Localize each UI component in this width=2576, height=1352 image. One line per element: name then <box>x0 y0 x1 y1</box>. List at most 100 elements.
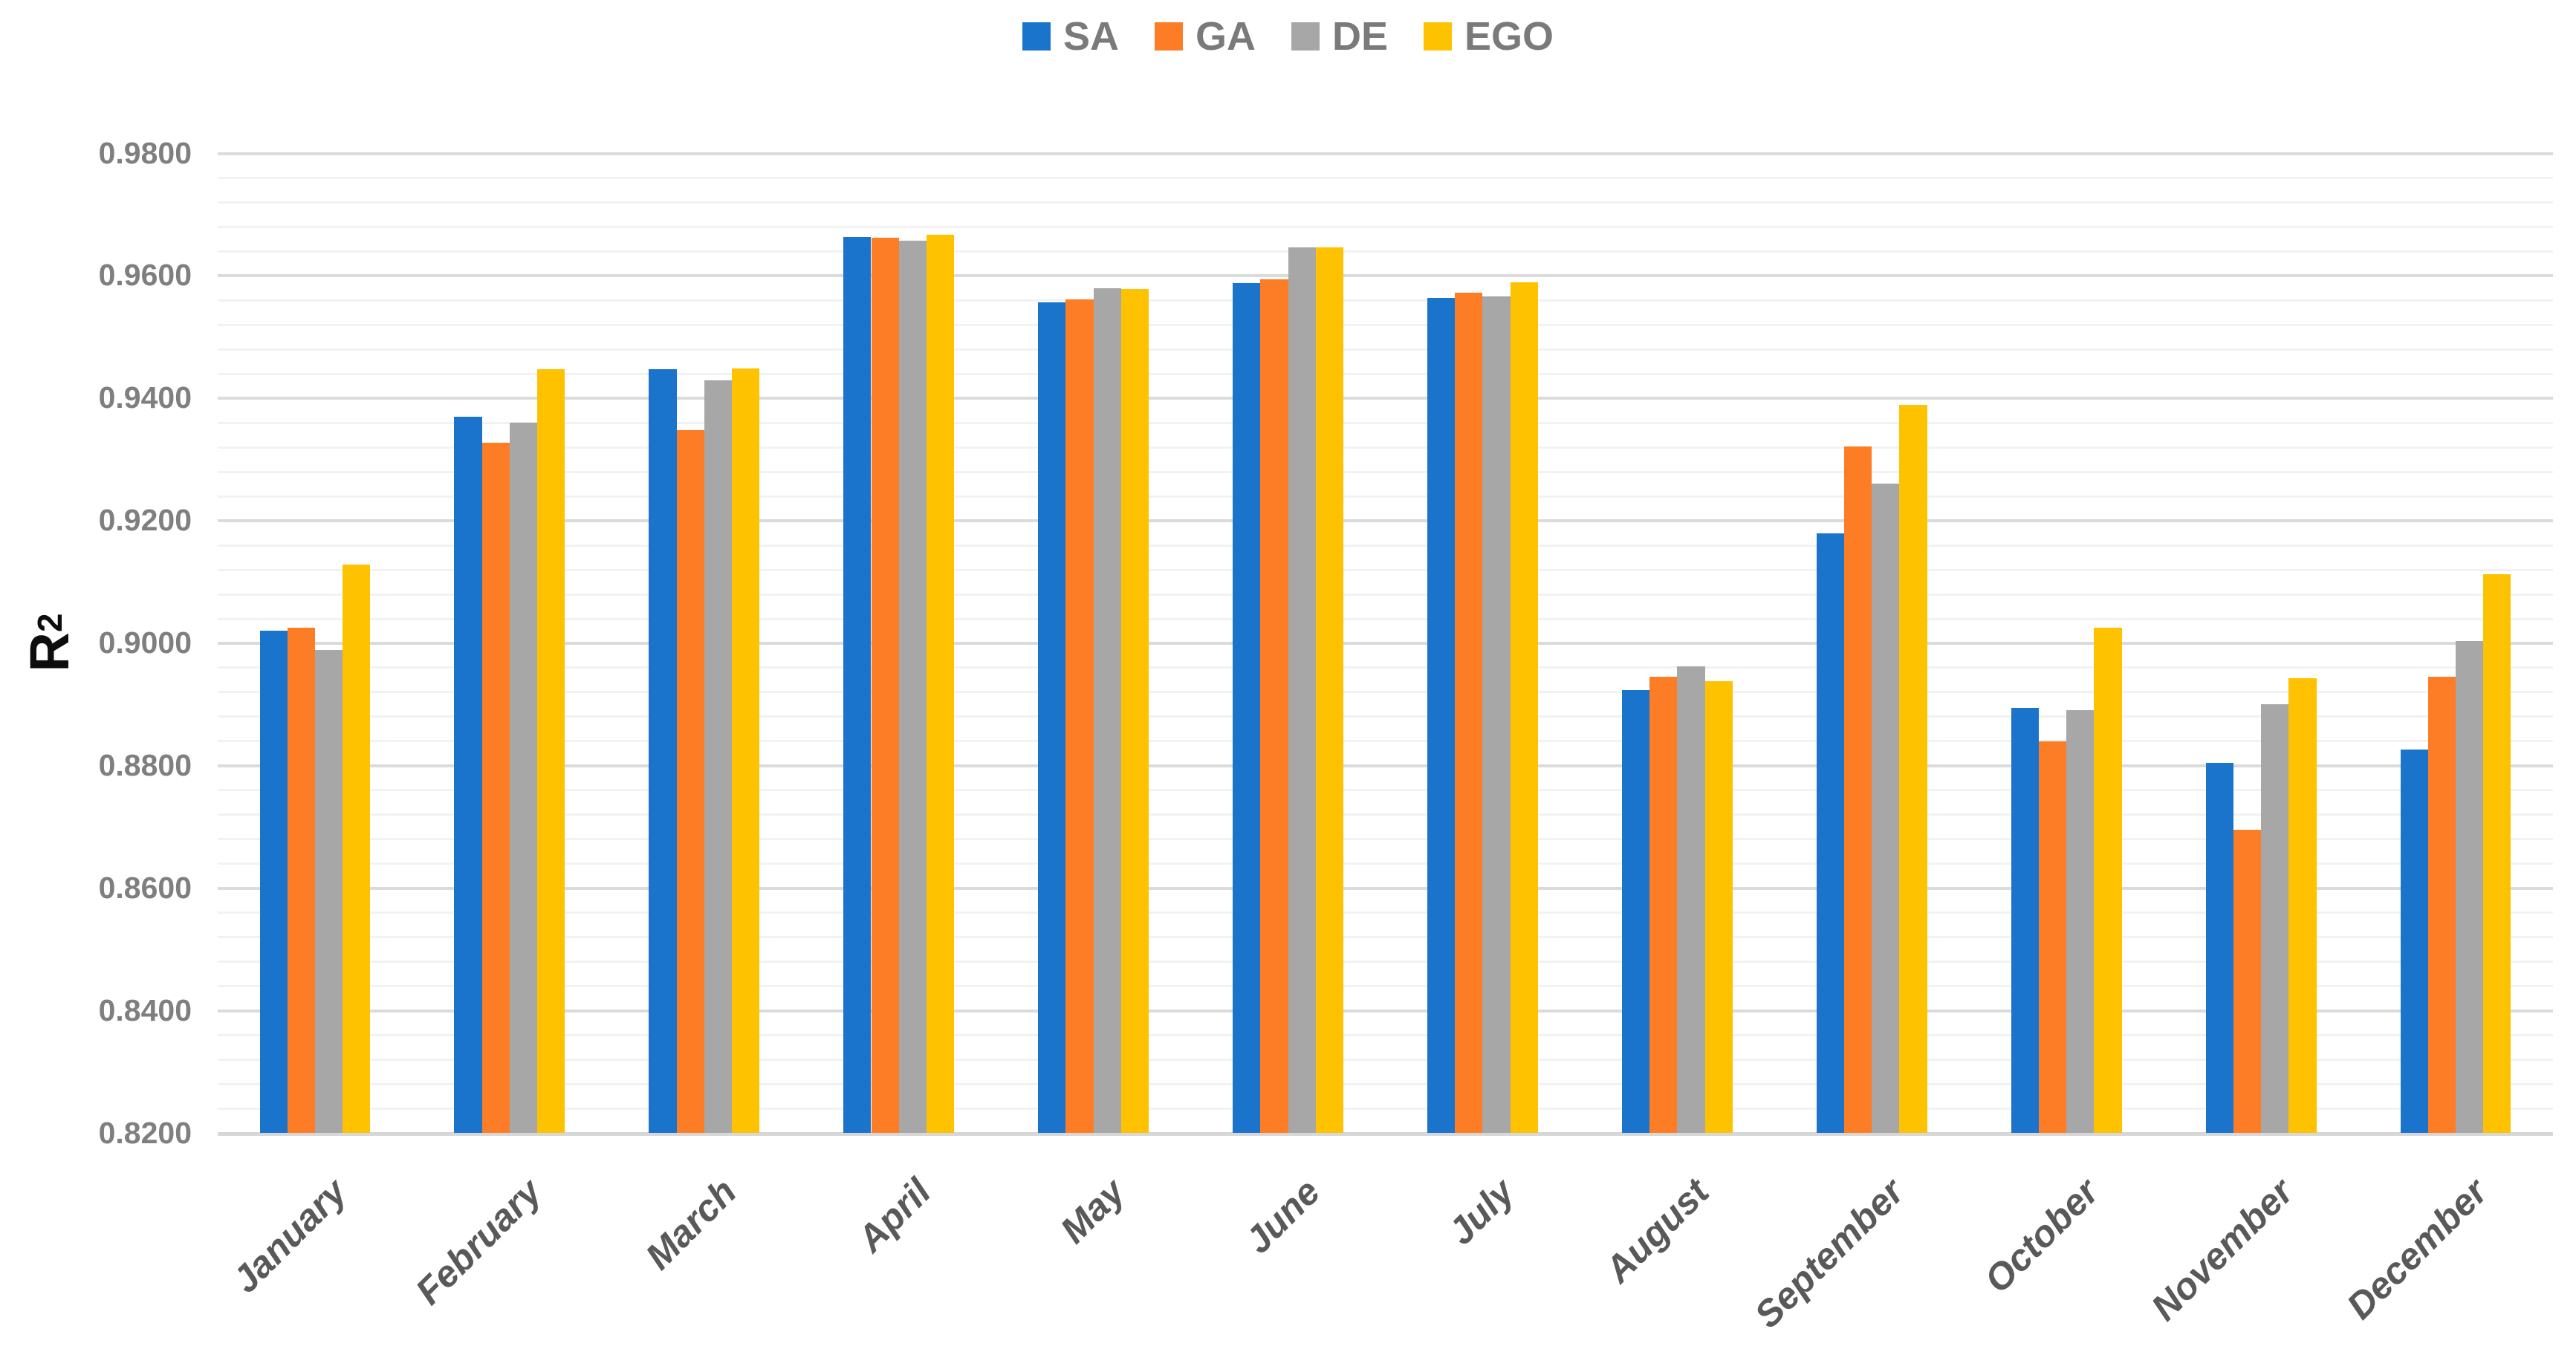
bar-ego-january <box>343 564 371 1134</box>
y-tick-0.9400: 0.9400 <box>98 380 192 415</box>
minor-gridline-0.9360 <box>218 421 2553 424</box>
minor-gridline-0.9640 <box>218 250 2553 253</box>
x-label-may: May <box>1052 1170 1134 1251</box>
minor-gridline-0.8880 <box>218 715 2553 718</box>
bar-sa-march <box>649 368 677 1134</box>
y-tick-0.8400: 0.8400 <box>98 992 192 1027</box>
y-tick-0.8800: 0.8800 <box>98 747 192 782</box>
x-label-february: February <box>407 1170 550 1313</box>
bar-ego-april <box>926 235 955 1134</box>
bar-de-july <box>1482 296 1511 1134</box>
x-label-april: April <box>849 1170 939 1260</box>
bar-sa-september <box>1816 533 1845 1134</box>
bar-sa-may <box>1038 302 1066 1134</box>
bar-de-august <box>1677 666 1705 1134</box>
y-tick-0.8200: 0.8200 <box>98 1115 192 1150</box>
x-label-march: March <box>637 1170 744 1278</box>
minor-gridline-0.9720 <box>218 201 2553 204</box>
major-gridline-0.9600 <box>218 274 2553 278</box>
x-axis-line <box>218 1131 2553 1136</box>
bar-ga-april <box>871 238 899 1134</box>
minor-gridline-0.9560 <box>218 299 2553 302</box>
x-label-december: December <box>2338 1170 2496 1327</box>
major-gridline-0.9000 <box>218 642 2553 645</box>
bar-sa-august <box>1621 690 1650 1134</box>
bar-ego-december <box>2483 573 2511 1134</box>
legend-item-ego: EGO <box>1424 16 1554 56</box>
legend-item-ga: GA <box>1154 16 1256 56</box>
y-axis-title-base: R <box>19 632 80 672</box>
x-label-june: June <box>1236 1170 1328 1261</box>
bar-de-december <box>2456 640 2484 1134</box>
major-gridline-0.8600 <box>218 886 2553 890</box>
minor-gridline-0.9760 <box>218 176 2553 179</box>
minor-gridline-0.8680 <box>218 838 2553 841</box>
legend-label-sa: SA <box>1062 14 1119 59</box>
minor-gridline-0.9080 <box>218 593 2553 596</box>
minor-gridline-0.8920 <box>218 691 2553 694</box>
legend-swatch-ga <box>1154 22 1183 51</box>
minor-gridline-0.9440 <box>218 372 2553 375</box>
x-label-september: September <box>1746 1170 1912 1336</box>
minor-gridline-0.9480 <box>218 348 2553 351</box>
minor-gridline-0.9160 <box>218 544 2553 547</box>
legend-swatch-sa <box>1022 22 1051 51</box>
minor-gridline-0.8840 <box>218 740 2553 743</box>
major-gridline-0.9400 <box>218 397 2553 400</box>
legend-label-de: DE <box>1331 14 1388 59</box>
minor-gridline-0.8240 <box>218 1108 2553 1111</box>
minor-gridline-0.8360 <box>218 1034 2553 1037</box>
major-gridline-0.9800 <box>218 152 2553 155</box>
minor-gridline-0.9320 <box>218 446 2553 449</box>
bar-de-may <box>1093 287 1121 1134</box>
bar-ga-august <box>1649 677 1678 1134</box>
legend-swatch-de <box>1291 22 1320 51</box>
bar-ego-may <box>1120 288 1149 1134</box>
major-gridline-0.8400 <box>218 1009 2553 1013</box>
y-tick-0.8600: 0.8600 <box>98 870 192 905</box>
legend: SA GA DE EGO <box>0 16 2576 56</box>
bar-ga-december <box>2427 677 2456 1134</box>
minor-gridline-0.9120 <box>218 568 2553 571</box>
minor-gridline-0.8760 <box>218 789 2553 792</box>
bar-sa-june <box>1233 283 1261 1134</box>
x-label-october: October <box>1976 1170 2106 1301</box>
bar-ga-february <box>481 442 510 1134</box>
legend-item-sa: SA <box>1022 16 1119 56</box>
minor-gridline-0.8560 <box>218 911 2553 914</box>
y-tick-0.9200: 0.9200 <box>98 503 192 538</box>
bar-de-february <box>509 423 538 1134</box>
minor-gridline-0.9520 <box>218 323 2553 326</box>
bar-ego-july <box>1510 282 1538 1134</box>
bar-ego-september <box>1899 405 1927 1134</box>
x-label-august: August <box>1597 1170 1717 1290</box>
bar-de-april <box>898 240 927 1134</box>
bar-ga-june <box>1260 279 1288 1134</box>
major-gridline-0.9200 <box>218 519 2553 523</box>
minor-gridline-0.8320 <box>218 1059 2553 1062</box>
bar-sa-january <box>259 630 288 1134</box>
bar-ego-february <box>537 368 565 1134</box>
bar-ego-june <box>1315 247 1343 1134</box>
bar-ga-november <box>2233 829 2262 1134</box>
minor-gridline-0.8520 <box>218 936 2553 939</box>
minor-gridline-0.9240 <box>218 495 2553 498</box>
minor-gridline-0.8440 <box>218 985 2553 988</box>
minor-gridline-0.8280 <box>218 1083 2553 1086</box>
bar-ga-january <box>287 627 315 1134</box>
x-label-january: January <box>224 1170 355 1301</box>
minor-gridline-0.9680 <box>218 225 2553 228</box>
bar-ga-september <box>1844 446 1872 1134</box>
minor-gridline-0.9040 <box>218 617 2553 620</box>
bar-de-november <box>2261 703 2289 1134</box>
minor-gridline-0.8480 <box>218 961 2553 963</box>
bar-ga-july <box>1455 292 1483 1134</box>
bar-ego-august <box>1704 681 1733 1134</box>
y-tick-0.9600: 0.9600 <box>98 258 192 293</box>
bar-ga-october <box>2039 741 2067 1134</box>
bar-ga-may <box>1065 299 1094 1134</box>
bar-ego-november <box>2288 677 2317 1134</box>
y-tick-0.9000: 0.9000 <box>98 625 192 660</box>
